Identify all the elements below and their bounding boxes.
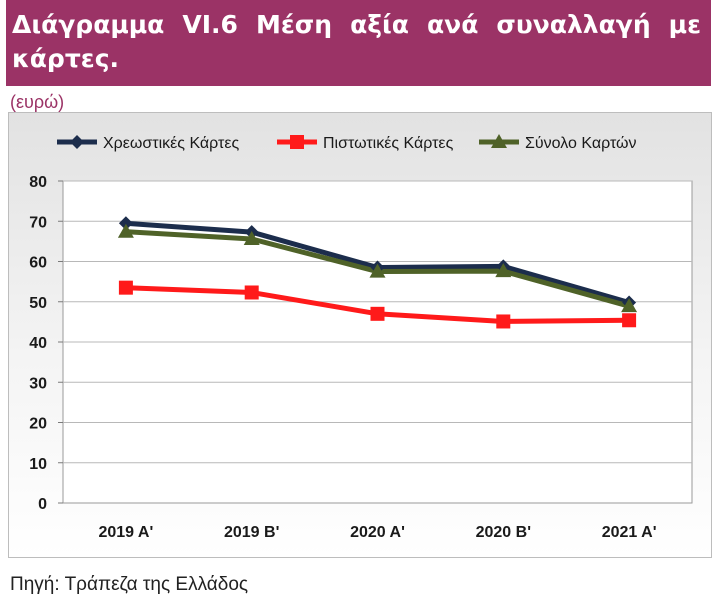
data-point-credit (290, 135, 304, 149)
data-point-credit (370, 306, 385, 321)
legend-label: Χρεωστικές Κάρτες (103, 135, 239, 152)
y-tick-label: 20 (29, 416, 47, 433)
x-tick-label: 2020 Β' (476, 524, 531, 541)
y-tick-label: 40 (29, 335, 47, 352)
data-point-credit (622, 313, 637, 328)
source-note: Πηγή: Τράπεζα της Ελλάδος (10, 574, 249, 595)
legend-label: Σύνολο Καρτών (525, 135, 637, 152)
x-tick-label: 2020 Α' (350, 524, 405, 541)
chart-area: 0 10 20 30 40 50 60 70 80 2019 Α' 2019 Β' 2020 Α' 20… (8, 112, 712, 558)
y-tick-label: 60 (29, 255, 47, 272)
x-tick-label: 2021 Α' (602, 524, 657, 541)
data-point-credit (496, 314, 511, 329)
chart-title: Διάγραμμα VI.6 Μέση αξία ανά συναλλαγή μ… (6, 0, 711, 86)
data-point-credit (244, 285, 259, 300)
data-point-debit (118, 216, 133, 231)
y-tick-label: 50 (29, 295, 47, 312)
legend-label: Πιστωτικές Κάρτες (323, 135, 454, 152)
data-point-total (369, 263, 386, 278)
data-point-total (243, 230, 260, 245)
data-point-debit (70, 135, 84, 149)
data-point-total (117, 223, 134, 238)
x-tick-label: 2019 Β' (224, 524, 279, 541)
data-point-total (491, 134, 507, 148)
y-tick-label: 80 (29, 174, 47, 191)
data-point-total (495, 263, 512, 278)
y-tick-label: 10 (29, 456, 47, 473)
unit-label: (ευρώ) (10, 92, 65, 112)
y-tick-label: 30 (29, 375, 47, 392)
data-point-credit (118, 280, 133, 295)
x-tick-label: 2019 Α' (98, 524, 153, 541)
y-tick-label: 0 (38, 496, 47, 513)
data-point-total (621, 298, 638, 313)
y-tick-label: 70 (29, 214, 47, 231)
line-chart: 0 10 20 30 40 50 60 70 80 2019 Α' 2019 Β' 2020 Α' 20… (29, 134, 693, 541)
